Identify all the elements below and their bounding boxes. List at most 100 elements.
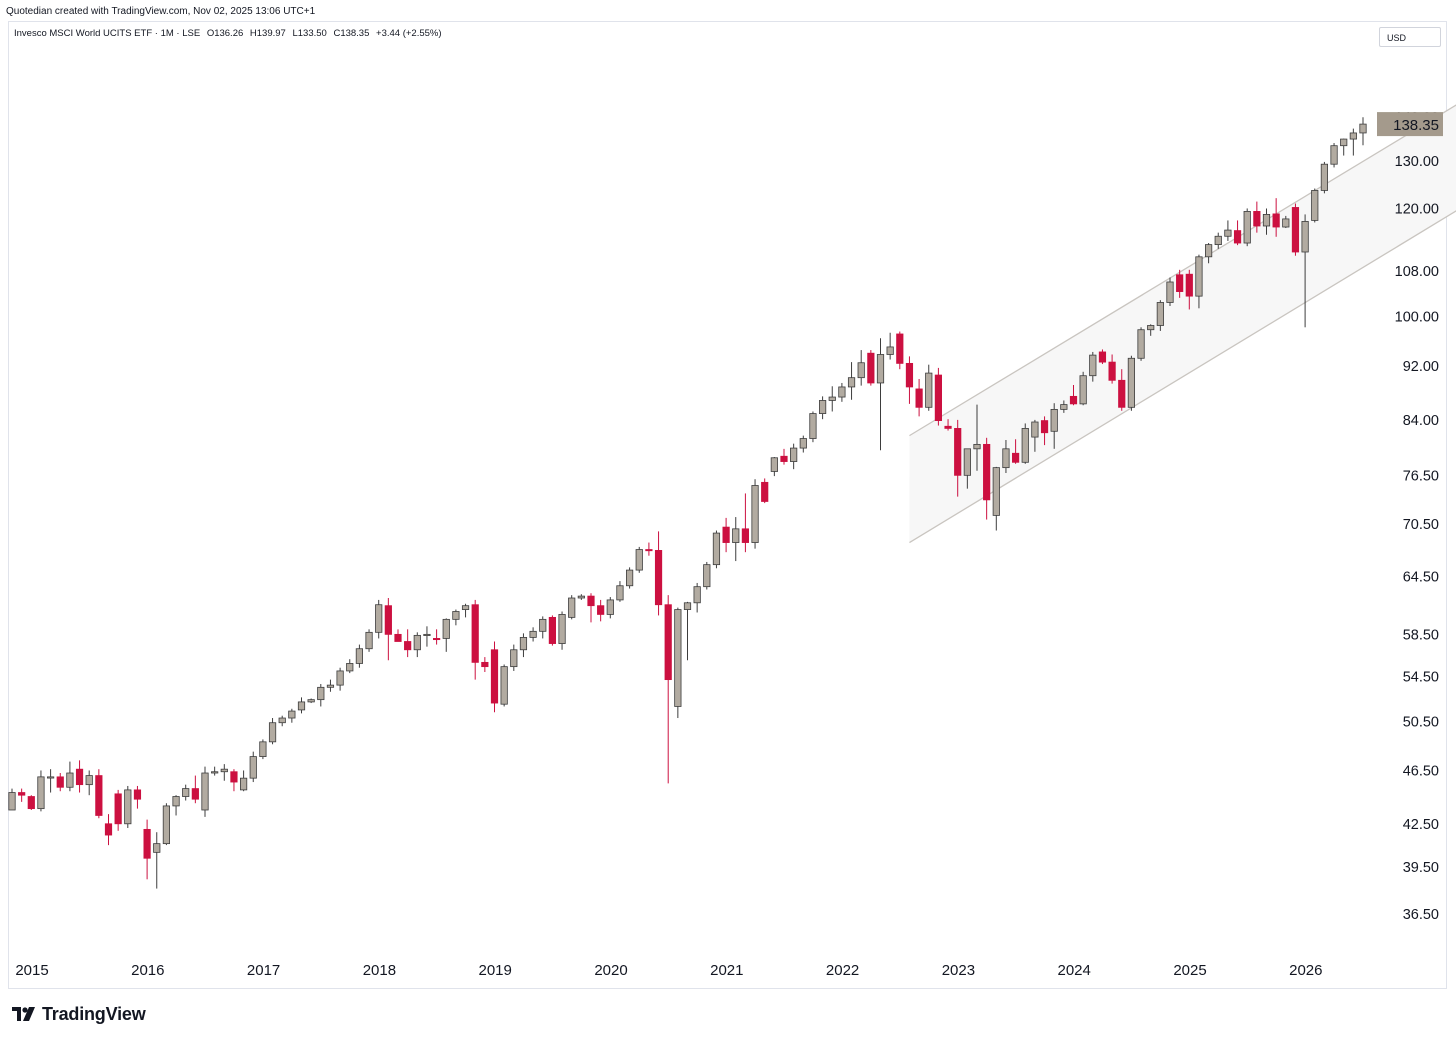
candle[interactable] xyxy=(133,785,142,809)
candle[interactable] xyxy=(1214,232,1222,249)
candle[interactable] xyxy=(703,561,711,590)
candle[interactable] xyxy=(191,775,199,804)
candle[interactable] xyxy=(886,332,894,360)
candle[interactable] xyxy=(432,629,441,645)
candle[interactable] xyxy=(1195,254,1203,309)
candle[interactable] xyxy=(1002,439,1010,474)
candle[interactable] xyxy=(124,785,132,828)
candle[interactable] xyxy=(761,478,769,504)
candle[interactable] xyxy=(1012,439,1020,464)
candle[interactable] xyxy=(355,644,364,668)
candle[interactable] xyxy=(404,629,412,658)
candle[interactable] xyxy=(712,530,721,569)
candle[interactable] xyxy=(278,715,286,727)
candle[interactable] xyxy=(568,595,576,620)
candle[interactable] xyxy=(587,593,595,623)
candle[interactable] xyxy=(18,788,26,802)
candle[interactable] xyxy=(297,697,306,714)
candle[interactable] xyxy=(162,803,170,846)
candle[interactable] xyxy=(519,633,528,658)
candle[interactable] xyxy=(326,679,335,692)
candle[interactable] xyxy=(597,599,605,622)
candle[interactable] xyxy=(307,698,315,704)
candle[interactable] xyxy=(490,641,499,713)
candle[interactable] xyxy=(375,599,383,639)
candle[interactable] xyxy=(944,419,952,431)
candle[interactable] xyxy=(1021,423,1029,464)
candle[interactable] xyxy=(905,356,914,404)
candle[interactable] xyxy=(1224,220,1232,241)
candle[interactable] xyxy=(548,615,557,646)
candle[interactable] xyxy=(1311,188,1319,223)
candle[interactable] xyxy=(56,773,64,792)
candle[interactable] xyxy=(799,435,807,453)
candle[interactable] xyxy=(896,331,904,370)
candle[interactable] xyxy=(973,404,981,471)
candle[interactable] xyxy=(626,567,634,589)
candle[interactable] xyxy=(423,626,431,647)
candle[interactable] xyxy=(1301,214,1309,328)
candle[interactable] xyxy=(37,770,45,812)
candle[interactable] xyxy=(1349,128,1357,156)
candle[interactable] xyxy=(838,382,846,402)
candle[interactable] xyxy=(27,795,35,810)
candle[interactable] xyxy=(8,788,16,811)
candle[interactable] xyxy=(1282,215,1290,229)
candle[interactable] xyxy=(384,598,392,661)
candle[interactable] xyxy=(452,609,460,626)
candle[interactable] xyxy=(114,789,122,831)
candle[interactable] xyxy=(201,766,209,817)
candle[interactable] xyxy=(66,761,74,792)
candle[interactable] xyxy=(664,595,672,784)
candle[interactable] xyxy=(510,644,518,671)
candle[interactable] xyxy=(211,766,219,776)
time-axis[interactable]: 2015 2016 2017 2018 2019 2020 2021 2022 2023 2024… xyxy=(15,962,1322,979)
candle[interactable] xyxy=(693,582,701,613)
candle[interactable] xyxy=(954,419,962,497)
candle[interactable] xyxy=(1040,416,1049,446)
candle[interactable] xyxy=(770,457,778,477)
candle[interactable] xyxy=(1272,198,1280,237)
candle[interactable] xyxy=(983,437,991,520)
candle[interactable] xyxy=(577,594,585,600)
candle[interactable] xyxy=(249,751,257,783)
candle[interactable] xyxy=(1243,208,1251,247)
candle[interactable] xyxy=(1089,351,1097,382)
candle[interactable] xyxy=(461,603,470,618)
candle[interactable] xyxy=(1320,161,1328,194)
candle[interactable] xyxy=(1147,324,1155,336)
candle[interactable] xyxy=(1079,371,1087,406)
candle[interactable] xyxy=(809,411,817,443)
candle[interactable] xyxy=(867,350,875,386)
candle[interactable] xyxy=(442,618,450,652)
candle[interactable] xyxy=(683,601,692,661)
candle[interactable] xyxy=(220,764,228,781)
candle[interactable] xyxy=(1330,143,1338,168)
candle[interactable] xyxy=(47,769,55,793)
candle[interactable] xyxy=(288,708,296,723)
candle[interactable] xyxy=(963,448,971,489)
candle[interactable] xyxy=(104,814,113,846)
candle[interactable] xyxy=(500,664,508,707)
candle[interactable] xyxy=(1359,117,1367,146)
candle[interactable] xyxy=(934,367,943,426)
candle[interactable] xyxy=(182,784,190,801)
candle[interactable] xyxy=(1098,349,1107,365)
candle[interactable] xyxy=(857,350,865,386)
candle[interactable] xyxy=(876,338,885,451)
candle[interactable] xyxy=(471,599,479,680)
candle[interactable] xyxy=(481,657,489,673)
candle[interactable] xyxy=(529,627,537,642)
candle[interactable] xyxy=(1166,277,1174,306)
candle[interactable] xyxy=(239,770,248,792)
candle[interactable] xyxy=(317,684,325,707)
candle[interactable] xyxy=(674,607,682,719)
symbol-legend[interactable]: Invesco MSCI World UCITS ETF · 1M · LSE … xyxy=(14,28,446,39)
candle[interactable] xyxy=(819,396,827,420)
candle[interactable] xyxy=(780,448,788,465)
candle[interactable] xyxy=(413,632,421,658)
candle[interactable] xyxy=(1118,369,1126,411)
candle[interactable] xyxy=(1233,220,1242,246)
candle[interactable] xyxy=(539,616,547,639)
